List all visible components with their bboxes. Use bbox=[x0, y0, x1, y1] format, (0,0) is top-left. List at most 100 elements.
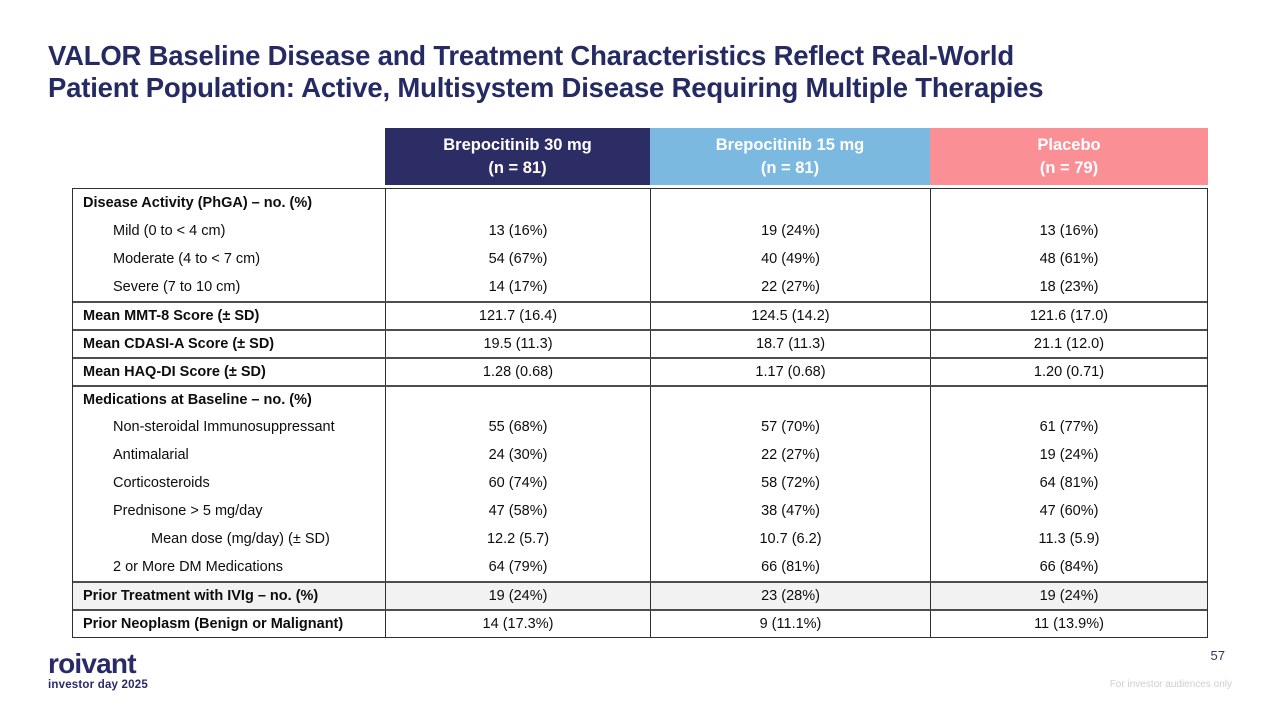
column-header-label: Brepocitinib 15 mg bbox=[715, 136, 865, 155]
value-cell: 19 (24%) bbox=[651, 217, 931, 245]
table-row-severe: Severe (7 to 10 cm) 14 (17%) 22 (27%) 18… bbox=[73, 273, 1207, 301]
value-cell: 18.7 (11.3) bbox=[651, 331, 931, 357]
value-cell: 61 (77%) bbox=[1039, 419, 1099, 435]
row-label-cell: Mean MMT-8 Score (± SD) bbox=[73, 303, 386, 329]
baseline-characteristics-table: Brepocitinib 30 mg (n = 81) Brepocitinib… bbox=[72, 128, 1208, 638]
value-cell bbox=[651, 387, 931, 413]
value-cell: 14 (17.3%) bbox=[386, 611, 651, 637]
value-cell: 19 (24%) bbox=[1039, 447, 1099, 463]
value-cell: 54 (67%) bbox=[386, 245, 651, 273]
value-cell: 64 (79%) bbox=[386, 553, 651, 581]
value-cell: 24 (30%) bbox=[386, 441, 651, 469]
footer-disclaimer: For investor audiences only bbox=[1109, 679, 1232, 690]
roivant-logo: roivant investor day 2025 bbox=[48, 650, 148, 692]
table-row-mild: Mild (0 to < 4 cm) 13 (16%) 19 (24%) 13 … bbox=[73, 217, 1207, 245]
table-row-haqdi: Mean HAQ-DI Score (± SD) 1.28 (0.68) 1.1… bbox=[73, 357, 1207, 385]
column-header-placebo: Placebo (n = 79) bbox=[930, 128, 1208, 185]
value-cell: 57 (70%) bbox=[651, 413, 931, 441]
row-label-cell: Antimalarial bbox=[73, 441, 386, 469]
value-cell: 10.7 (6.2) bbox=[651, 525, 931, 553]
table-row-mmt8: Mean MMT-8 Score (± SD) 121.7 (16.4) 124… bbox=[73, 301, 1207, 329]
value-cell: 66 (81%) bbox=[651, 553, 931, 581]
table-header-row: Brepocitinib 30 mg (n = 81) Brepocitinib… bbox=[72, 128, 1208, 185]
page-number: 57 bbox=[1210, 648, 1225, 663]
value-cell: 1.17 (0.68) bbox=[651, 359, 931, 385]
column-header-n: (n = 79) bbox=[1039, 158, 1099, 177]
value-cell: 19.5 (11.3) bbox=[386, 331, 651, 357]
value-cell: 66 (84%) bbox=[1039, 559, 1099, 575]
row-label-cell: Non-steroidal Immunosuppressant bbox=[73, 413, 386, 441]
table-row-cdasi: Mean CDASI-A Score (± SD) 19.5 (11.3) 18… bbox=[73, 329, 1207, 357]
value-cell: 1.28 (0.68) bbox=[386, 359, 651, 385]
value-cell: 9 (11.1%) bbox=[651, 611, 931, 637]
value-cell: 11.3 (5.9) bbox=[1038, 531, 1100, 547]
value-cell: 48 (61%) bbox=[1039, 251, 1099, 267]
column-header-brepocitinib-15mg: Brepocitinib 15 mg (n = 81) bbox=[650, 128, 930, 185]
value-cell bbox=[386, 387, 651, 413]
column-header-label: Brepocitinib 30 mg bbox=[443, 136, 592, 155]
table-row-nonsteroidal: Non-steroidal Immunosuppressant 55 (68%)… bbox=[73, 413, 1207, 441]
table-row-antimalarial: Antimalarial 24 (30%) 22 (27%) 19 (24%) bbox=[73, 441, 1207, 469]
table-row-prednisone: Prednisone > 5 mg/day 47 (58%) 38 (47%) … bbox=[73, 497, 1207, 525]
row-label-cell: Moderate (4 to < 7 cm) bbox=[73, 245, 386, 273]
value-cell: 23 (28%) bbox=[651, 583, 931, 609]
row-label-cell: Mean HAQ-DI Score (± SD) bbox=[73, 359, 386, 385]
value-cell: 47 (58%) bbox=[386, 497, 651, 525]
page-title: VALOR Baseline Disease and Treatment Cha… bbox=[48, 40, 1238, 104]
value-cell: 22 (27%) bbox=[651, 273, 931, 301]
table-row-moderate: Moderate (4 to < 7 cm) 54 (67%) 40 (49%)… bbox=[73, 245, 1207, 273]
value-cell: 13 (16%) bbox=[1039, 223, 1099, 239]
value-cell: 13 (16%) bbox=[386, 217, 651, 245]
value-cell: 1.20 (0.71) bbox=[1033, 364, 1105, 380]
value-cell: 38 (47%) bbox=[651, 497, 931, 525]
table-row-mean-dose: Mean dose (mg/day) (± SD) 12.2 (5.7) 10.… bbox=[73, 525, 1207, 553]
table-row-two-or-more-dm: 2 or More DM Medications 64 (79%) 66 (81… bbox=[73, 553, 1207, 581]
page-title-line2: Patient Population: Active, Multisystem … bbox=[48, 72, 1044, 104]
value-cell: 124.5 (14.2) bbox=[651, 303, 931, 329]
value-cell: 18 (23%) bbox=[1039, 279, 1099, 295]
value-cell: 64 (81%) bbox=[1039, 475, 1099, 491]
row-label-cell: 2 or More DM Medications bbox=[73, 553, 386, 581]
row-label-cell: Disease Activity (PhGA) – no. (%) bbox=[73, 189, 386, 217]
table-row-prior-neoplasm: Prior Neoplasm (Benign or Malignant) 14 … bbox=[73, 609, 1207, 637]
row-label-cell: Medications at Baseline – no. (%) bbox=[73, 387, 386, 413]
value-cell: 40 (49%) bbox=[651, 245, 931, 273]
roivant-logo-tagline: investor day 2025 bbox=[48, 679, 148, 691]
value-cell: 14 (17%) bbox=[386, 273, 651, 301]
header-spacer-cell bbox=[72, 128, 385, 185]
value-cell: 11 (13.9%) bbox=[1034, 616, 1104, 632]
table-row-corticosteroids: Corticosteroids 60 (74%) 58 (72%) 64 (81… bbox=[73, 469, 1207, 497]
value-cell bbox=[386, 189, 651, 217]
row-label-cell: Prior Treatment with IVIg – no. (%) bbox=[73, 583, 386, 609]
table-body: Disease Activity (PhGA) – no. (%) Mild (… bbox=[72, 188, 1208, 638]
table-row-prior-ivig: Prior Treatment with IVIg – no. (%) 19 (… bbox=[73, 581, 1207, 609]
value-cell: 12.2 (5.7) bbox=[386, 525, 651, 553]
value-cell: 22 (27%) bbox=[651, 441, 931, 469]
row-label-cell: Mild (0 to < 4 cm) bbox=[73, 217, 386, 245]
value-cell: 58 (72%) bbox=[651, 469, 931, 497]
value-cell: 121.7 (16.4) bbox=[386, 303, 651, 329]
value-cell bbox=[931, 387, 1207, 413]
row-label-cell: Prior Neoplasm (Benign or Malignant) bbox=[73, 611, 386, 637]
value-cell: 60 (74%) bbox=[386, 469, 651, 497]
column-header-n: (n = 81) bbox=[760, 158, 820, 177]
row-label-cell: Mean dose (mg/day) (± SD) bbox=[73, 525, 386, 553]
roivant-logo-wordmark: roivant bbox=[48, 648, 137, 679]
row-label-cell: Prednisone > 5 mg/day bbox=[73, 497, 386, 525]
table-row-disease-activity: Disease Activity (PhGA) – no. (%) bbox=[73, 189, 1207, 217]
row-label-cell: Mean CDASI-A Score (± SD) bbox=[73, 331, 386, 357]
row-label-cell: Corticosteroids bbox=[73, 469, 386, 497]
table-row-medications-header: Medications at Baseline – no. (%) bbox=[73, 385, 1207, 413]
column-header-brepocitinib-30mg: Brepocitinib 30 mg (n = 81) bbox=[385, 128, 650, 185]
value-cell: 47 (60%) bbox=[1039, 503, 1099, 519]
value-cell: 21.1 (12.0) bbox=[1033, 336, 1105, 352]
value-cell bbox=[651, 189, 931, 217]
value-cell bbox=[931, 189, 1207, 217]
value-cell: 121.6 (17.0) bbox=[1029, 308, 1109, 324]
row-label-cell: Severe (7 to 10 cm) bbox=[73, 273, 386, 301]
page-title-line1: VALOR Baseline Disease and Treatment Cha… bbox=[48, 40, 1014, 71]
column-header-label: Placebo bbox=[1037, 136, 1101, 155]
value-cell: 55 (68%) bbox=[386, 413, 651, 441]
column-header-n: (n = 81) bbox=[488, 158, 547, 177]
